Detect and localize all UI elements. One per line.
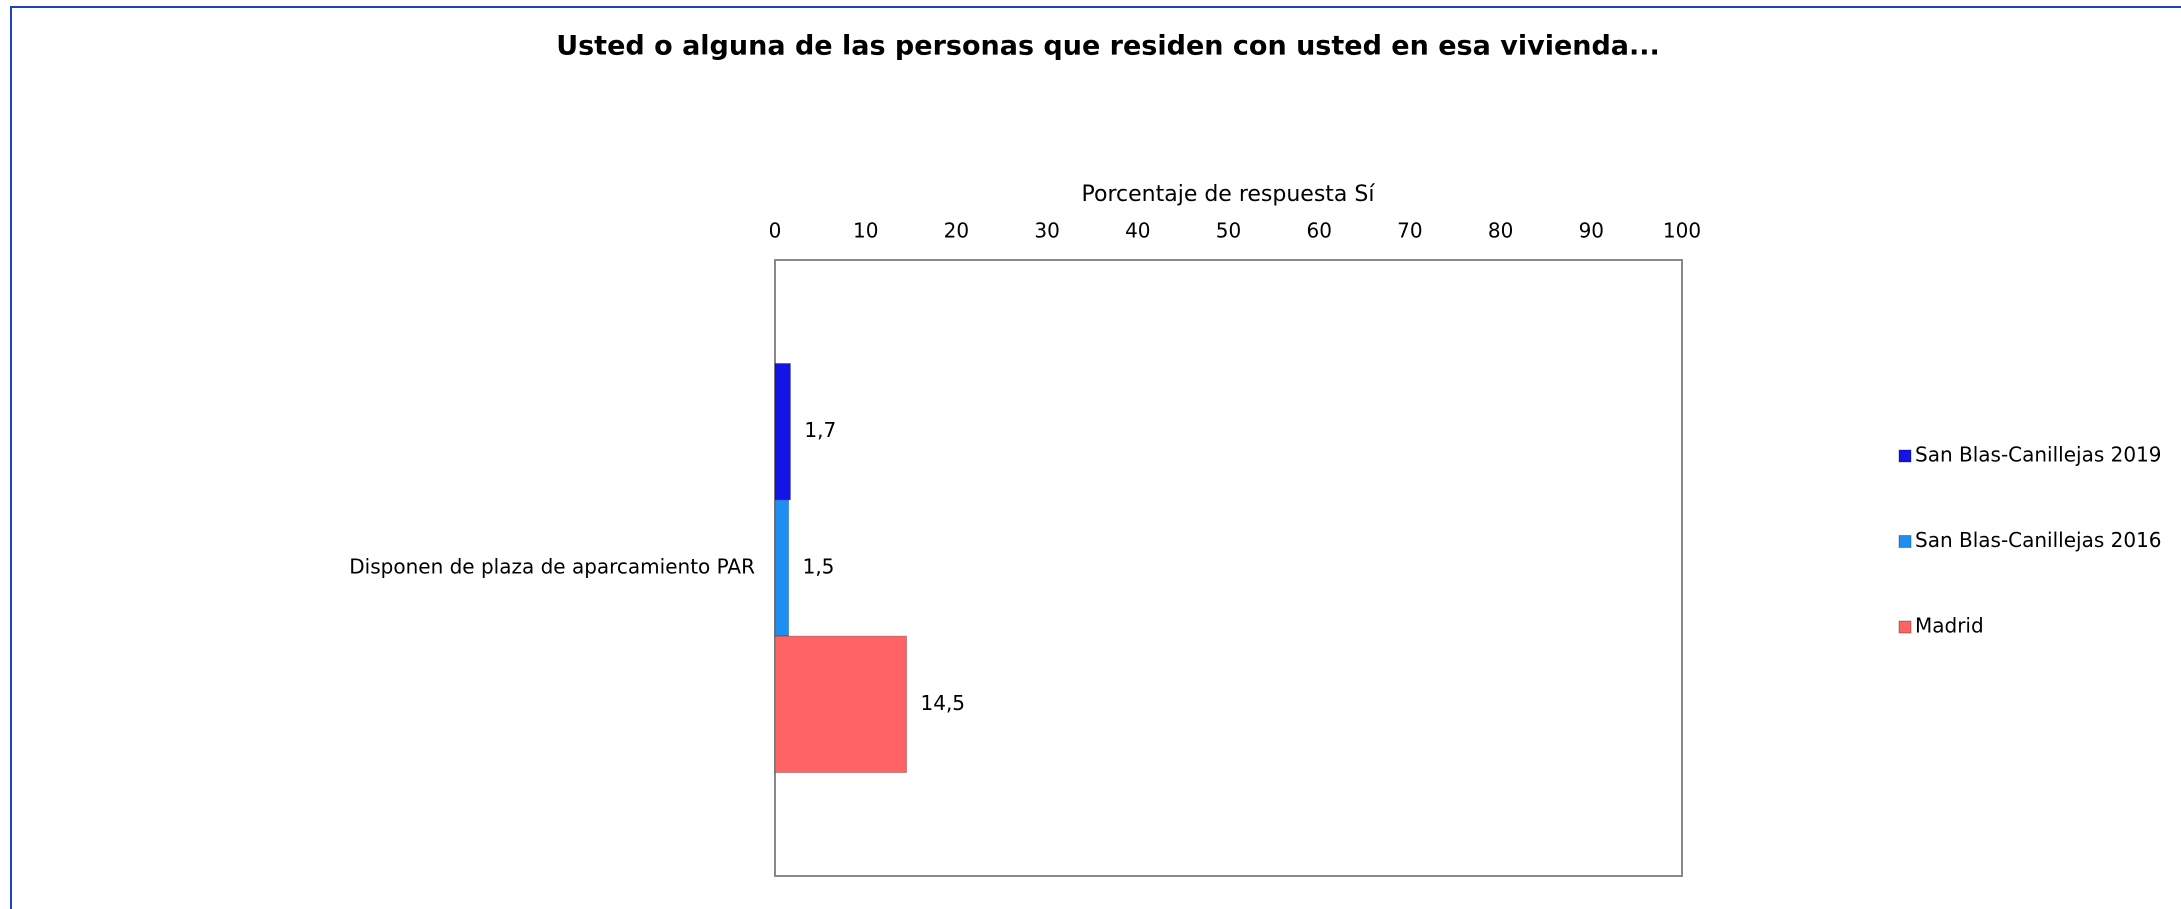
chart-title: Usted o alguna de las personas que resid… <box>556 31 1660 62</box>
legend-label: San Blas-Canillejas 2019 <box>1915 443 2162 467</box>
x-tick-label: 100 <box>1663 219 1701 243</box>
data-label: 1,7 <box>804 418 836 442</box>
x-tick-label: 70 <box>1397 219 1422 243</box>
bar <box>774 635 908 774</box>
data-label: 1,5 <box>803 555 835 579</box>
bar <box>774 362 791 501</box>
x-tick-label: 50 <box>1216 219 1241 243</box>
x-tick-label: 30 <box>1034 219 1059 243</box>
y-tick-label: Disponen de plaza de aparcamiento PAR <box>349 555 755 579</box>
x-tick-label: 60 <box>1306 219 1331 243</box>
legend-swatch <box>1898 620 1912 634</box>
legend-label: Madrid <box>1915 614 1984 638</box>
chart-frame <box>10 6 2181 909</box>
x-tick-label: 20 <box>944 219 969 243</box>
legend-swatch <box>1898 535 1912 548</box>
bar <box>774 499 790 637</box>
x-tick-label: 0 <box>769 219 782 243</box>
x-tick-label: 10 <box>853 219 878 243</box>
x-tick-label: 90 <box>1579 219 1604 243</box>
x-tick-label: 40 <box>1125 219 1150 243</box>
data-label: 14,5 <box>921 691 966 715</box>
legend-swatch <box>1898 449 1912 463</box>
axis-title: Porcentaje de respuesta Sí <box>1082 182 1376 207</box>
x-tick-label: 80 <box>1488 219 1513 243</box>
legend-label: San Blas-Canillejas 2016 <box>1915 528 2162 552</box>
